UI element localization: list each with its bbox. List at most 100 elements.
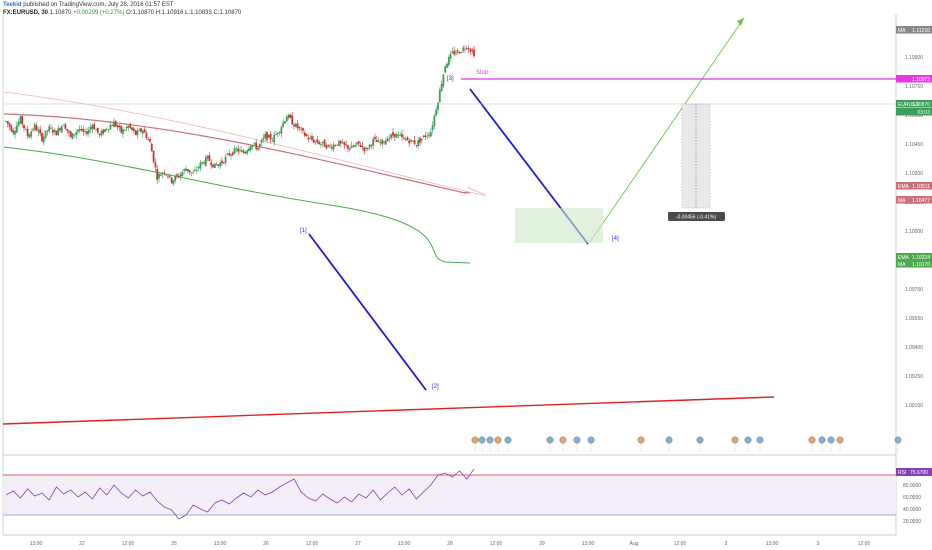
candle-body — [140, 128, 142, 132]
candle-body — [28, 134, 31, 138]
candle-body — [127, 125, 130, 128]
candle-body — [293, 124, 295, 127]
candle-body — [433, 115, 436, 126]
time-tick-label: 12:00 — [766, 541, 779, 547]
time-tick-label: 2 — [725, 541, 728, 547]
price-tag — [896, 182, 932, 190]
time-tick-label: 12:00 — [30, 541, 43, 547]
candle-body — [68, 130, 70, 133]
candle-body — [95, 129, 97, 131]
candle-body — [284, 121, 286, 124]
candle-body — [23, 124, 25, 129]
candle-body — [102, 129, 105, 134]
candle-body — [89, 126, 92, 130]
candle-body — [201, 161, 204, 164]
candle-body — [368, 144, 371, 148]
moving-averages — [3, 91, 486, 264]
candle-body — [30, 131, 33, 137]
candle-body — [302, 128, 304, 131]
candle-body — [42, 136, 45, 143]
candle-body — [348, 148, 351, 150]
time-tick-label: 25 — [171, 541, 177, 547]
time-axis[interactable]: 12:00 22 12:00 25 12:00 26 12:00 27 12:00 28 12:00… — [30, 541, 871, 547]
price-tag — [896, 75, 932, 83]
candle-body — [156, 168, 159, 180]
candle-body — [420, 138, 423, 141]
rsi-pane: 80.0000 60.0000 40.0000 20.0000 RSI 75.6700 — [3, 468, 932, 525]
candle-body — [249, 146, 252, 151]
candle-body — [388, 138, 391, 139]
candle-body — [152, 150, 155, 163]
candle-body — [10, 126, 13, 132]
candle-body — [338, 140, 340, 146]
candle-body — [125, 127, 128, 129]
candle-body — [444, 66, 447, 73]
time-tick-label: 12:00 — [306, 541, 319, 547]
candle-body — [271, 140, 274, 142]
candle-body — [5, 120, 7, 122]
candle-body — [352, 145, 355, 147]
time-tick-label: 12:00 — [214, 541, 227, 547]
time-tick-label: 12:00 — [122, 541, 135, 547]
candle-body — [354, 145, 357, 147]
candle-body — [132, 128, 135, 131]
price-tag — [896, 26, 932, 34]
candle-body — [435, 109, 438, 116]
time-tick-label: 12:00 — [398, 541, 411, 547]
candle-body — [345, 144, 348, 146]
candle-body — [323, 139, 326, 147]
candle-body — [147, 139, 150, 141]
price-tag-value: 1.10224 — [912, 255, 930, 261]
candle-body — [46, 130, 49, 132]
candle-body — [158, 173, 160, 179]
price-tag-value: 03:03 — [917, 110, 930, 116]
price-axis[interactable]: 1.11210 1.10900 1.10750 1.10600 1.10450 1.103… — [896, 26, 932, 409]
candle-body — [32, 129, 34, 131]
candles — [5, 45, 475, 187]
candle-body — [316, 139, 319, 143]
event-marker-icon — [808, 436, 816, 444]
candle-body — [71, 133, 74, 139]
price-tick-label: 1.09250 — [905, 374, 923, 380]
candle-body — [413, 140, 416, 145]
candle-body — [134, 130, 137, 135]
candle-body — [62, 124, 65, 126]
price-tick-label: 1.10600 — [905, 113, 923, 119]
time-tick-label: 12:00 — [490, 541, 503, 547]
candle-body — [365, 148, 367, 150]
author-name[interactable]: Teekid — [3, 2, 22, 8]
price-change: +0.00299 (+0.27%) — [73, 10, 125, 16]
candle-body — [273, 134, 276, 143]
candle-body — [114, 121, 117, 127]
candle-body — [39, 129, 42, 134]
candle-body — [395, 133, 398, 138]
candle-body — [458, 52, 461, 54]
last-price: 1.10870 — [49, 10, 72, 16]
candle-body — [120, 125, 123, 133]
candle-body — [188, 170, 191, 173]
candle-body — [174, 176, 177, 182]
candle-body — [185, 168, 187, 171]
candle-body — [327, 144, 330, 147]
price-tick-label: 1.10000 — [905, 229, 923, 235]
candle-body — [176, 174, 178, 176]
candle-body — [464, 48, 466, 50]
rsi-level-label: 60.0000 — [903, 495, 921, 501]
candle-body — [329, 145, 331, 147]
candle-body — [471, 49, 474, 51]
candle-body — [336, 144, 339, 146]
candle-body — [8, 123, 11, 127]
candle-body — [129, 123, 132, 128]
candle-body — [399, 135, 402, 136]
candle-body — [246, 150, 249, 154]
candle-body — [455, 52, 457, 54]
candle-body — [19, 116, 22, 124]
candle-body — [359, 145, 362, 147]
candle-body — [208, 155, 211, 161]
candle-body — [255, 142, 258, 149]
stop-label: Stop — [476, 70, 489, 76]
candle-body — [370, 145, 373, 147]
candle-body — [422, 135, 425, 138]
event-marker-icon — [559, 436, 567, 444]
